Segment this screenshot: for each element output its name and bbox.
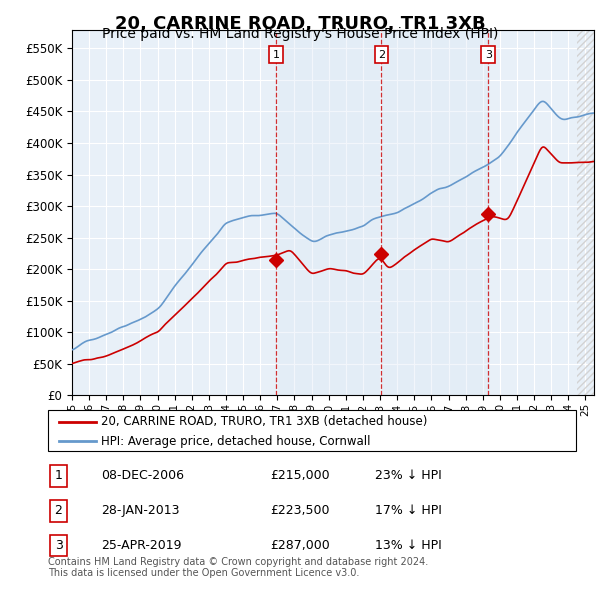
Text: 2: 2 — [378, 50, 385, 60]
Text: 2: 2 — [55, 504, 62, 517]
Text: 08-DEC-2006: 08-DEC-2006 — [101, 469, 184, 482]
Text: 13% ↓ HPI: 13% ↓ HPI — [376, 539, 442, 552]
Text: £287,000: £287,000 — [270, 539, 329, 552]
FancyBboxPatch shape — [48, 410, 576, 451]
Text: 28-JAN-2013: 28-JAN-2013 — [101, 504, 179, 517]
Text: 3: 3 — [485, 50, 492, 60]
Text: 1: 1 — [272, 50, 280, 60]
Text: 3: 3 — [55, 539, 62, 552]
Text: 1: 1 — [55, 469, 62, 482]
Text: 23% ↓ HPI: 23% ↓ HPI — [376, 469, 442, 482]
Text: £223,500: £223,500 — [270, 504, 329, 517]
Text: £215,000: £215,000 — [270, 469, 329, 482]
Text: 17% ↓ HPI: 17% ↓ HPI — [376, 504, 442, 517]
Text: 20, CARRINE ROAD, TRURO, TR1 3XB: 20, CARRINE ROAD, TRURO, TR1 3XB — [115, 15, 485, 33]
Text: Price paid vs. HM Land Registry's House Price Index (HPI): Price paid vs. HM Land Registry's House … — [102, 27, 498, 41]
Text: Contains HM Land Registry data © Crown copyright and database right 2024.
This d: Contains HM Land Registry data © Crown c… — [48, 556, 428, 578]
Text: 20, CARRINE ROAD, TRURO, TR1 3XB (detached house): 20, CARRINE ROAD, TRURO, TR1 3XB (detach… — [101, 415, 427, 428]
Text: HPI: Average price, detached house, Cornwall: HPI: Average price, detached house, Corn… — [101, 434, 370, 448]
Text: 25-APR-2019: 25-APR-2019 — [101, 539, 181, 552]
Bar — [276, 30, 488, 395]
